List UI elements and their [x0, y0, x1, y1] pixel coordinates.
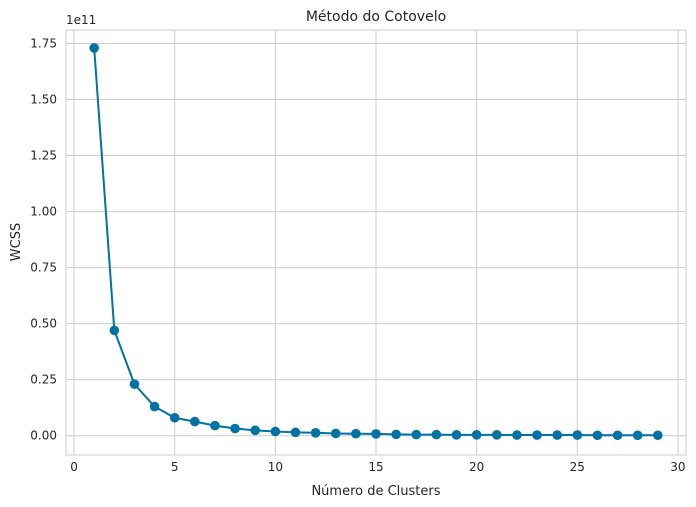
grid	[66, 30, 686, 455]
x-tick-label: 15	[368, 460, 383, 474]
data-point	[612, 430, 623, 441]
data-point	[491, 430, 502, 440]
data-point	[592, 430, 603, 441]
data-point	[250, 425, 261, 436]
data-point	[532, 430, 542, 440]
data-point	[653, 430, 663, 441]
data-point	[391, 429, 401, 440]
data-point	[129, 379, 140, 389]
data-point	[210, 420, 220, 431]
x-tick-label: 30	[670, 460, 685, 474]
data-point	[290, 427, 301, 438]
x-axis-ticks: 0 5 10 15 20 25 30	[70, 460, 685, 474]
data-point	[552, 430, 562, 440]
series-layer	[89, 43, 663, 441]
data-point	[431, 429, 442, 440]
x-tick-label: 10	[268, 460, 283, 474]
y-tick-label: 0.00	[30, 429, 57, 443]
y-tick-label: 1.00	[30, 205, 57, 219]
data-point	[471, 430, 482, 440]
data-point	[632, 430, 643, 441]
y-tick-label: 1.50	[30, 92, 57, 106]
data-point	[371, 429, 381, 439]
data-point	[451, 430, 462, 440]
data-point	[572, 430, 583, 440]
data-point	[230, 423, 240, 434]
x-tick-label: 5	[171, 460, 179, 474]
data-point	[330, 428, 341, 439]
data-point	[109, 325, 120, 336]
chart-title: Método do Cotovelo	[306, 9, 446, 25]
data-point	[310, 428, 321, 438]
y-axis-offset-label: 1e11	[66, 13, 96, 27]
plot-frame	[65, 29, 687, 456]
data-point	[190, 416, 200, 427]
y-tick-label: 0.25	[30, 373, 57, 387]
y-tick-label: 1.25	[30, 149, 57, 163]
data-point	[351, 428, 361, 439]
x-tick-label: 20	[469, 460, 484, 474]
data-point	[512, 430, 522, 440]
y-tick-label: 0.75	[30, 261, 57, 275]
y-axis-ticks: 0.00 0.25 0.50 0.75 1.00 1.25 1.50 1.75	[30, 36, 57, 442]
x-tick-label: 25	[570, 460, 585, 474]
data-point	[149, 401, 160, 412]
x-axis-title: Número de Clusters	[311, 484, 440, 499]
data-point	[89, 43, 99, 53]
x-tick-label: 0	[70, 460, 78, 474]
y-tick-label: 0.50	[30, 317, 57, 331]
y-tick-label: 1.75	[30, 36, 57, 50]
data-point	[169, 412, 180, 423]
data-point	[270, 426, 281, 437]
y-axis-title: WCSS	[9, 223, 24, 261]
data-point	[411, 429, 422, 440]
